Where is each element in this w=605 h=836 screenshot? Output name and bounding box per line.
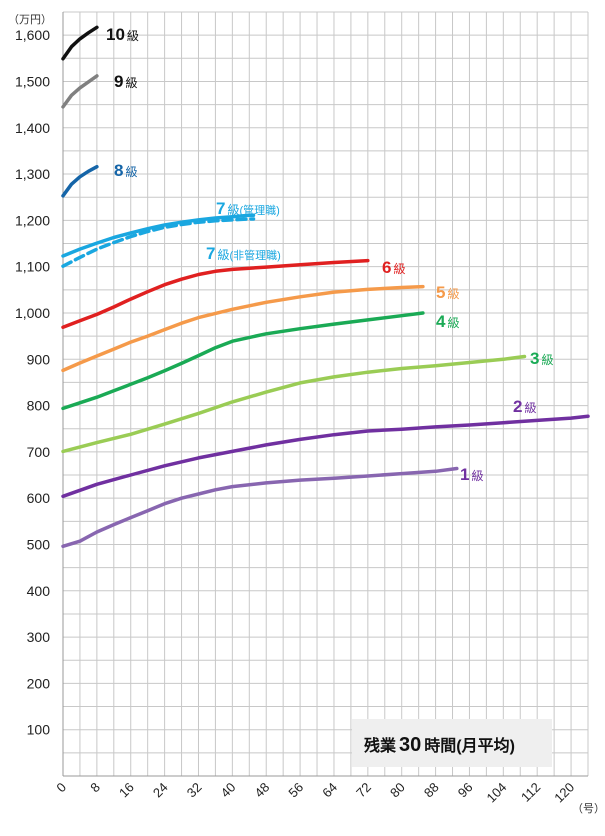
series-label-kyu: 級 (217, 248, 229, 262)
series-line-s10 (61, 25, 99, 61)
series-line-s6 (61, 258, 370, 330)
series-line-s8 (61, 164, 99, 198)
series-label-sub: (管理職) (239, 203, 279, 217)
series-label-number: 6 (382, 258, 391, 277)
series-label-number: 9 (114, 72, 123, 91)
series-label-number: 8 (114, 161, 123, 180)
y-unit-label: （万円） (8, 13, 52, 26)
series-label-number: 7 (206, 244, 215, 263)
series-line-s9 (61, 74, 99, 109)
series-label-kyu: 級 (125, 165, 137, 179)
series-label-kyu: 級 (471, 469, 483, 483)
series-label-sub: (非管理職) (229, 248, 280, 262)
annotation-suffix: 時間(月平均) (424, 736, 515, 755)
series-label-kyu: 級 (447, 287, 459, 301)
x-unit-label: （号） (572, 802, 605, 815)
annotation-prefix: 残業 (364, 736, 397, 755)
annotation-text: 残業 30 時間(月平均) (364, 734, 515, 756)
series-labels: 10 級9 級8 級7 級(管理職)7 級(非管理職)6 級5 級4 級3 級2 級1 級 (106, 25, 553, 484)
y-tick-label: 1,400 (15, 120, 50, 136)
series-label-kyu: 級 (125, 76, 137, 90)
y-tick-label: 1,600 (15, 27, 50, 43)
series-label-number: 1 (460, 465, 469, 484)
series-label-s7m: 7 級(管理職) (216, 199, 280, 218)
y-tick-label: 100 (27, 722, 51, 738)
series-label-number: 7 (216, 199, 225, 218)
series-label-kyu: 級 (393, 262, 405, 276)
annotation-number: 30 (399, 734, 421, 756)
y-tick-label: 900 (27, 351, 51, 367)
series-label-number: 10 (106, 25, 125, 44)
y-tick-label: 300 (27, 629, 51, 645)
series-line-s5 (61, 284, 425, 373)
y-tick-label: 1,200 (15, 212, 50, 228)
series-label-kyu: 級 (447, 316, 459, 330)
y-tick-label: 1,500 (15, 73, 50, 89)
y-tick-label: 600 (27, 490, 51, 506)
series-line-s7n (61, 217, 256, 268)
series-line-s7m (61, 213, 256, 258)
annotation-box: 残業 30 時間(月平均) (352, 719, 552, 767)
series-label-number: 4 (436, 312, 446, 331)
y-tick-label: 500 (27, 536, 51, 552)
y-tick-label: 400 (27, 583, 51, 599)
y-tick-label: 1,000 (15, 305, 50, 321)
series-line-s1 (61, 466, 459, 549)
y-tick-label: 800 (27, 398, 51, 414)
series-label-s7n: 7 級(非管理職) (206, 244, 281, 263)
series-line-s3 (61, 354, 527, 454)
y-tick-label: 1,300 (15, 166, 50, 182)
series-label-number: 5 (436, 283, 445, 302)
grid (63, 11, 589, 776)
series-group (61, 25, 590, 549)
y-axis: 100 200 300 400 500 600 700 800 900 1,000 1,100 1,2… (15, 12, 64, 776)
series-line-s2 (61, 414, 590, 499)
y-tick-label: 700 (27, 444, 51, 460)
series-line-s4 (61, 311, 425, 411)
series-label-kyu: 級 (541, 353, 553, 367)
series-label-number: 2 (513, 397, 522, 416)
y-tick-label: 200 (27, 675, 51, 691)
series-label-kyu: 級 (227, 203, 239, 217)
series-label-kyu: 級 (127, 29, 139, 43)
y-tick-label: 1,100 (15, 259, 50, 275)
series-label-number: 3 (530, 349, 539, 368)
series-label-kyu: 級 (524, 401, 536, 415)
series-label-s10: 10 級 (106, 25, 139, 44)
